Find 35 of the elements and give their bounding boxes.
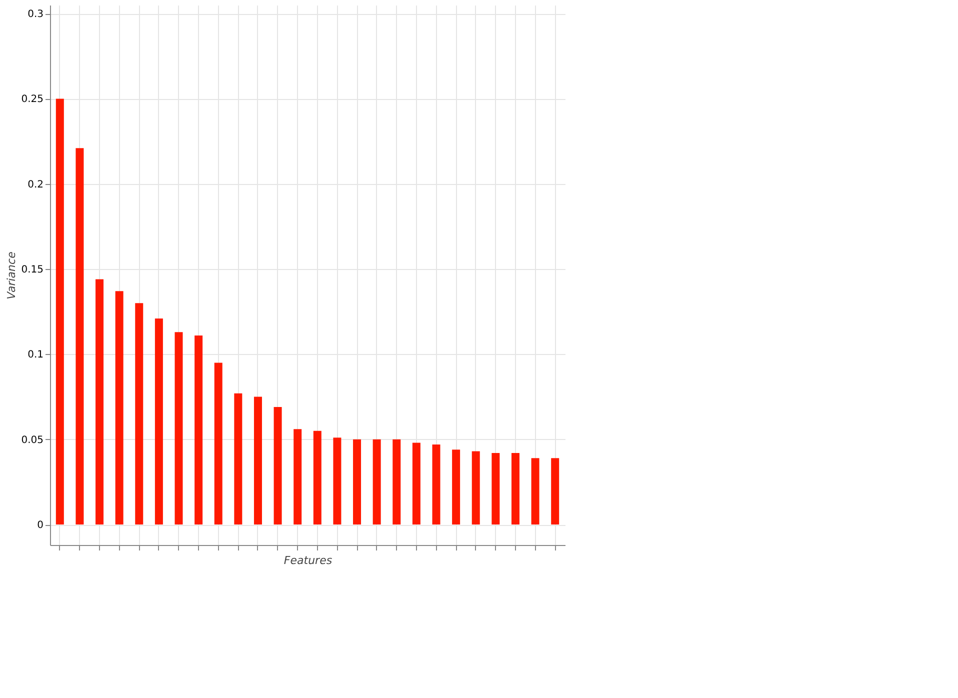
bar <box>274 407 282 525</box>
bar <box>511 453 520 525</box>
y-tick-label: 0.05 <box>21 434 44 446</box>
bar <box>234 393 242 525</box>
bar <box>194 335 203 525</box>
bar <box>96 279 104 525</box>
bar <box>214 362 222 525</box>
bar <box>174 332 183 525</box>
y-tick-label: 0.1 <box>28 350 44 361</box>
bar <box>115 291 124 525</box>
bar <box>56 98 64 525</box>
bar <box>135 303 144 525</box>
bar <box>452 450 460 525</box>
bar <box>76 148 84 525</box>
y-tick-label: 0.15 <box>21 264 44 276</box>
bar <box>412 442 420 525</box>
x-axis-title: Features <box>284 554 332 567</box>
bar <box>492 453 500 525</box>
y-axis-title: Variance <box>5 251 18 300</box>
bar <box>333 438 342 525</box>
bar <box>154 318 163 525</box>
bar <box>254 396 262 525</box>
bar <box>353 439 362 525</box>
y-tick-label: 0.3 <box>28 9 44 20</box>
bar <box>551 458 560 525</box>
y-tick-label: 0.25 <box>21 94 44 106</box>
bar <box>472 451 480 525</box>
y-tick-label: 0 <box>37 520 44 532</box>
bar <box>294 429 302 525</box>
bar <box>372 439 381 525</box>
bar <box>392 439 401 525</box>
bar <box>432 444 440 525</box>
bar <box>531 458 540 525</box>
y-tick-label: 0.2 <box>28 179 44 190</box>
bar <box>313 430 322 525</box>
